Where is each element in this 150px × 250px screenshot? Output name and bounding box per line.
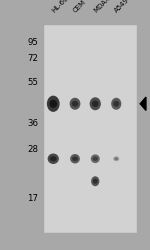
Text: 95: 95 [27,38,38,47]
Text: 17: 17 [27,194,38,203]
Text: 36: 36 [27,119,38,128]
Ellipse shape [93,156,98,161]
Text: HL-60: HL-60 [51,0,69,14]
Ellipse shape [50,156,57,162]
Ellipse shape [70,154,80,164]
Polygon shape [140,97,146,110]
Ellipse shape [50,100,57,108]
Ellipse shape [70,98,80,110]
Ellipse shape [113,101,119,107]
Ellipse shape [113,156,119,161]
Text: A549: A549 [114,0,130,14]
Ellipse shape [91,154,100,163]
Text: 72: 72 [27,54,38,63]
Ellipse shape [48,154,59,164]
Ellipse shape [90,97,101,110]
Ellipse shape [111,98,121,110]
Text: MDA-MB435: MDA-MB435 [93,0,127,14]
Ellipse shape [47,96,60,112]
Text: 28: 28 [27,146,38,154]
Ellipse shape [93,179,98,184]
Ellipse shape [114,158,118,160]
Ellipse shape [72,156,78,161]
Text: 55: 55 [27,78,38,87]
Bar [44,25,136,233]
Text: CEM: CEM [72,0,87,14]
Ellipse shape [91,176,99,186]
Ellipse shape [92,100,99,107]
Ellipse shape [72,101,78,107]
